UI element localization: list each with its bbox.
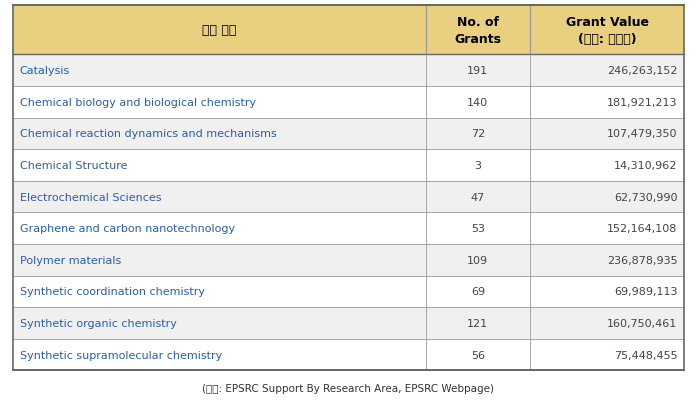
Bar <box>13 307 426 339</box>
Text: Electrochemical Sciences: Electrochemical Sciences <box>20 192 161 202</box>
Bar <box>530 245 684 276</box>
Bar <box>13 150 426 181</box>
Bar <box>426 339 530 371</box>
Text: 56: 56 <box>471 350 485 360</box>
Bar <box>426 118 530 150</box>
Bar <box>530 150 684 181</box>
Bar <box>426 245 530 276</box>
Bar <box>13 339 426 371</box>
Text: Polymer materials: Polymer materials <box>20 255 121 265</box>
Text: 109: 109 <box>467 255 489 265</box>
Text: 152,164,108: 152,164,108 <box>607 224 677 234</box>
Text: Grant Value
(단위: 파운드): Grant Value (단위: 파운드) <box>566 16 649 46</box>
Bar <box>13 245 426 276</box>
Text: No. of
Grants: No. of Grants <box>454 16 501 46</box>
Text: Catalysis: Catalysis <box>20 66 70 76</box>
Bar <box>426 213 530 245</box>
Text: 72: 72 <box>470 129 485 139</box>
Text: 121: 121 <box>467 318 489 328</box>
Bar <box>13 276 426 307</box>
Bar <box>530 55 684 87</box>
Bar <box>13 87 426 118</box>
Text: 181,921,213: 181,921,213 <box>607 98 677 108</box>
Bar <box>530 307 684 339</box>
Text: Synthetic supramolecular chemistry: Synthetic supramolecular chemistry <box>20 350 222 360</box>
Text: Chemical Structure: Chemical Structure <box>20 161 127 171</box>
Text: (출처: EPSRC Support By Research Area, EPSRC Webpage): (출처: EPSRC Support By Research Area, EPS… <box>203 383 494 393</box>
Bar <box>530 213 684 245</box>
Text: 140: 140 <box>467 98 489 108</box>
Text: Chemical biology and biological chemistry: Chemical biology and biological chemistr… <box>20 98 256 108</box>
Bar <box>530 118 684 150</box>
Bar <box>530 6 684 55</box>
Text: 246,263,152: 246,263,152 <box>607 66 677 76</box>
Text: 62,730,990: 62,730,990 <box>614 192 677 202</box>
Bar <box>426 307 530 339</box>
Text: 47: 47 <box>470 192 485 202</box>
Text: Chemical reaction dynamics and mechanisms: Chemical reaction dynamics and mechanism… <box>20 129 276 139</box>
Text: 75,448,455: 75,448,455 <box>614 350 677 360</box>
Text: 191: 191 <box>467 66 489 76</box>
Text: 69: 69 <box>470 287 485 297</box>
Bar <box>426 6 530 55</box>
Bar <box>530 181 684 213</box>
Text: 분야 명칭: 분야 명칭 <box>202 24 236 37</box>
Text: Synthetic coordination chemistry: Synthetic coordination chemistry <box>20 287 204 297</box>
Bar <box>426 276 530 307</box>
Bar <box>426 150 530 181</box>
Text: 14,310,962: 14,310,962 <box>614 161 677 171</box>
Bar <box>530 339 684 371</box>
Text: Synthetic organic chemistry: Synthetic organic chemistry <box>20 318 176 328</box>
Bar <box>13 181 426 213</box>
Text: 107,479,350: 107,479,350 <box>607 129 677 139</box>
Bar <box>530 87 684 118</box>
Bar <box>426 181 530 213</box>
Text: 3: 3 <box>475 161 482 171</box>
Bar <box>426 55 530 87</box>
Bar <box>13 118 426 150</box>
Text: 69,989,113: 69,989,113 <box>614 287 677 297</box>
Bar <box>13 213 426 245</box>
Text: 236,878,935: 236,878,935 <box>607 255 677 265</box>
Bar <box>13 6 426 55</box>
Text: Graphene and carbon nanotechnology: Graphene and carbon nanotechnology <box>20 224 235 234</box>
Bar <box>530 276 684 307</box>
Text: 160,750,461: 160,750,461 <box>607 318 677 328</box>
Text: 53: 53 <box>471 224 485 234</box>
Bar <box>426 87 530 118</box>
Bar <box>13 55 426 87</box>
